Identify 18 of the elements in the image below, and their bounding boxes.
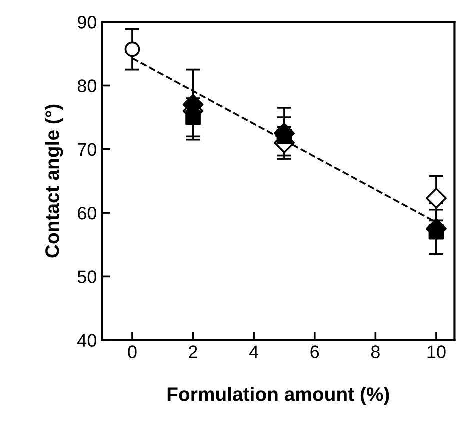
y-tick-label: 60 (78, 206, 97, 220)
x-tick-label: 4 (249, 346, 259, 358)
point (276, 128, 292, 144)
y-tick-label: 80 (78, 80, 97, 92)
x-axis-title: Formulation amount (%) (168, 387, 390, 406)
y-tick-label: 50 (78, 270, 97, 284)
x-tick-label: 2 (189, 346, 198, 358)
y-tick-label: 70 (78, 143, 97, 156)
y-tick-label: 40 (78, 334, 97, 348)
x-tick-label: 6 (310, 346, 320, 358)
y-tick-label: 90 (78, 16, 97, 29)
x-tick-label: 0 (128, 346, 137, 358)
x-tick-label: 10 (428, 346, 446, 358)
point (428, 224, 444, 240)
x-tick-label: 8 (371, 346, 380, 358)
point (124, 42, 140, 58)
point (426, 188, 447, 209)
y-axis-title: Contact angle (°) (45, 104, 64, 258)
